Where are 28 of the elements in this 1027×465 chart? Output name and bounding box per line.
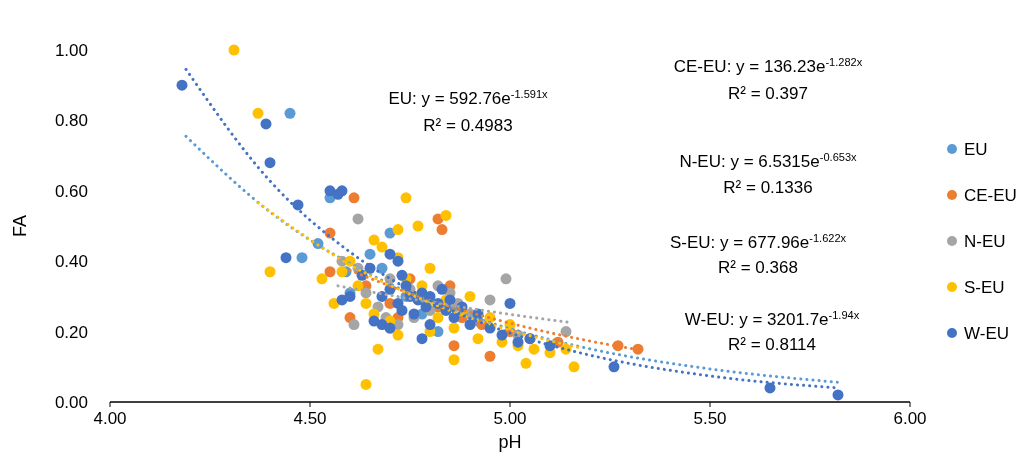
- legend-label: CE-EU: [964, 186, 1017, 205]
- x-tick-label: 4.00: [93, 409, 127, 428]
- y-tick-label: 1.00: [54, 41, 88, 60]
- annotation: R² = 0.4983: [423, 116, 513, 135]
- x-tick-label: 5.00: [493, 409, 527, 428]
- x-axis-title: pH: [498, 432, 522, 452]
- annotation: R² = 0.397: [728, 84, 808, 103]
- legend-label: N-EU: [964, 232, 1006, 251]
- annotation: W-EU: y = 3201.7e$^{-1.94x}$: [684, 309, 860, 329]
- y-tick-label: 0.80: [54, 111, 88, 131]
- legend-label: W-EU: [964, 324, 1010, 343]
- annotation: R² = 0.368: [718, 258, 798, 277]
- legend-label: S-EU: [964, 278, 1005, 297]
- annotation: R² = 0.1336: [723, 178, 813, 197]
- y-axis-title: FA: [10, 214, 30, 238]
- annotation: S-EU: y = 677.96e$^{-1.622x}$: [669, 232, 847, 252]
- annotation: EU: y = 592.76e$^{-1.591x}$: [388, 88, 549, 108]
- annotation: R² = 0.8114: [727, 335, 817, 354]
- y-tick-label: 0.00: [54, 393, 88, 412]
- x-tick-label: 4.50: [293, 409, 327, 428]
- annotation: CE-EU: y = 136.23e$^{-1.282x}$: [673, 56, 863, 76]
- y-tick-label: 0.60: [54, 181, 88, 201]
- y-tick-label: 0.20: [54, 322, 88, 342]
- annotation: N-EU: y = 6.5315e$^{-0.653x}$: [679, 151, 858, 171]
- legend-label: EU: [964, 140, 988, 159]
- x-tick-label: 6.00: [893, 409, 927, 428]
- y-tick-label: 0.40: [54, 252, 88, 272]
- x-tick-label: 5.50: [693, 409, 727, 428]
